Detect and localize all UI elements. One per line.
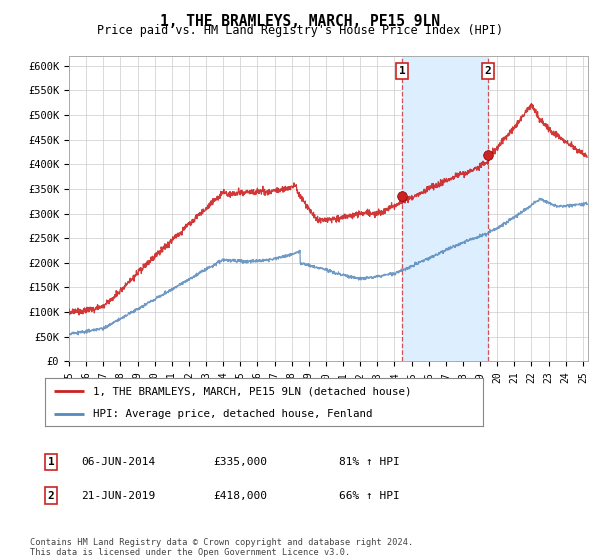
Bar — [402, 56, 488, 361]
Text: 1: 1 — [398, 66, 406, 76]
Text: £418,000: £418,000 — [213, 491, 267, 501]
Text: HPI: Average price, detached house, Fenland: HPI: Average price, detached house, Fenl… — [93, 409, 373, 419]
Text: 2: 2 — [485, 66, 491, 76]
Text: 1: 1 — [47, 457, 55, 467]
Text: 06-JUN-2014: 06-JUN-2014 — [81, 457, 155, 467]
Text: 66% ↑ HPI: 66% ↑ HPI — [339, 491, 400, 501]
Text: 81% ↑ HPI: 81% ↑ HPI — [339, 457, 400, 467]
Text: 21-JUN-2019: 21-JUN-2019 — [81, 491, 155, 501]
Text: Price paid vs. HM Land Registry's House Price Index (HPI): Price paid vs. HM Land Registry's House … — [97, 24, 503, 37]
Text: 1, THE BRAMLEYS, MARCH, PE15 9LN (detached house): 1, THE BRAMLEYS, MARCH, PE15 9LN (detach… — [93, 386, 412, 396]
Text: £335,000: £335,000 — [213, 457, 267, 467]
Text: 1, THE BRAMLEYS, MARCH, PE15 9LN: 1, THE BRAMLEYS, MARCH, PE15 9LN — [160, 14, 440, 29]
Text: Contains HM Land Registry data © Crown copyright and database right 2024.
This d: Contains HM Land Registry data © Crown c… — [30, 538, 413, 557]
Text: 2: 2 — [47, 491, 55, 501]
